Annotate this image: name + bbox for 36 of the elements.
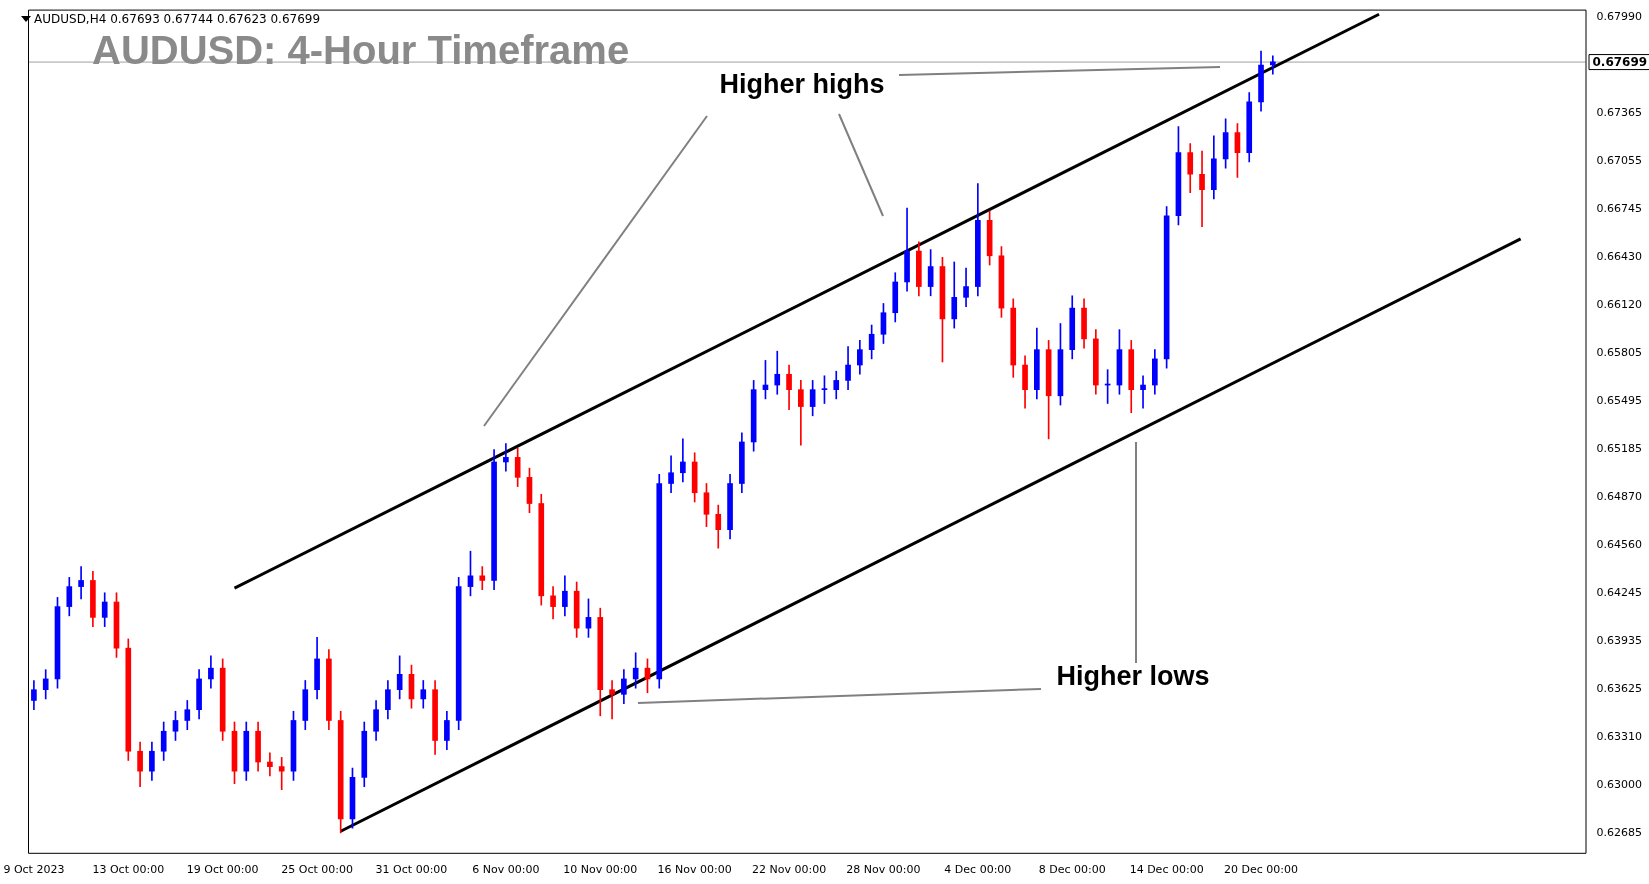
y-tick-label: 0.66430 xyxy=(1596,250,1643,264)
y-tick-label: 0.64560 xyxy=(1596,537,1643,551)
x-tick-label: 19 Oct 00:00 xyxy=(186,863,259,877)
chart-title: AUDUSD: 4-Hour Timeframe xyxy=(92,28,630,73)
y-tick-label: 0.67990 xyxy=(1596,10,1643,24)
y-tick-label: 0.65495 xyxy=(1596,394,1643,408)
annotation: Higher highs xyxy=(719,68,885,100)
y-tick-label: 0.63625 xyxy=(1596,681,1643,695)
annotation: AUDUSD,H4 0.67693 0.67744 0.67623 0.67699 xyxy=(34,12,321,26)
y-tick-label: 0.64870 xyxy=(1596,490,1643,504)
y-tick-label: 0.64245 xyxy=(1596,586,1643,600)
y-tick-label: 0.65185 xyxy=(1596,441,1643,455)
x-tick-label: 20 Dec 00:00 xyxy=(1224,863,1299,877)
x-tick-label: 31 Oct 00:00 xyxy=(375,863,448,877)
y-tick-label: 0.63310 xyxy=(1596,730,1643,744)
x-tick-label: 22 Nov 00:00 xyxy=(751,863,827,877)
y-tick-label: 0.67365 xyxy=(1596,106,1643,120)
x-tick-label: 4 Dec 00:00 xyxy=(944,863,1012,877)
y-tick-label: 0.66120 xyxy=(1596,297,1643,311)
x-tick-label: 9 Oct 2023 xyxy=(3,863,65,877)
x-tick-label: 10 Nov 00:00 xyxy=(563,863,638,877)
x-tick-label: 16 Nov 00:00 xyxy=(657,863,732,877)
x-tick-label: 8 Dec 00:00 xyxy=(1038,863,1106,877)
y-tick-label: 0.63000 xyxy=(1596,777,1643,791)
x-tick-label: 14 Dec 00:00 xyxy=(1129,863,1204,877)
annotation: Higher lows xyxy=(1056,660,1210,692)
ref-line-label: 0.67699 xyxy=(1592,55,1648,70)
y-tick-label: 0.62685 xyxy=(1596,826,1643,840)
x-tick-label: 6 Nov 00:00 xyxy=(472,863,540,877)
y-tick-label: 0.63935 xyxy=(1596,634,1643,648)
y-tick-label: 0.67055 xyxy=(1596,154,1643,168)
x-tick-label: 28 Nov 00:00 xyxy=(846,863,921,877)
x-tick-label: 13 Oct 00:00 xyxy=(92,863,165,877)
x-tick-label: 25 Oct 00:00 xyxy=(281,863,353,877)
y-tick-label: 0.66745 xyxy=(1596,201,1643,215)
y-tick-label: 0.65805 xyxy=(1596,346,1643,360)
